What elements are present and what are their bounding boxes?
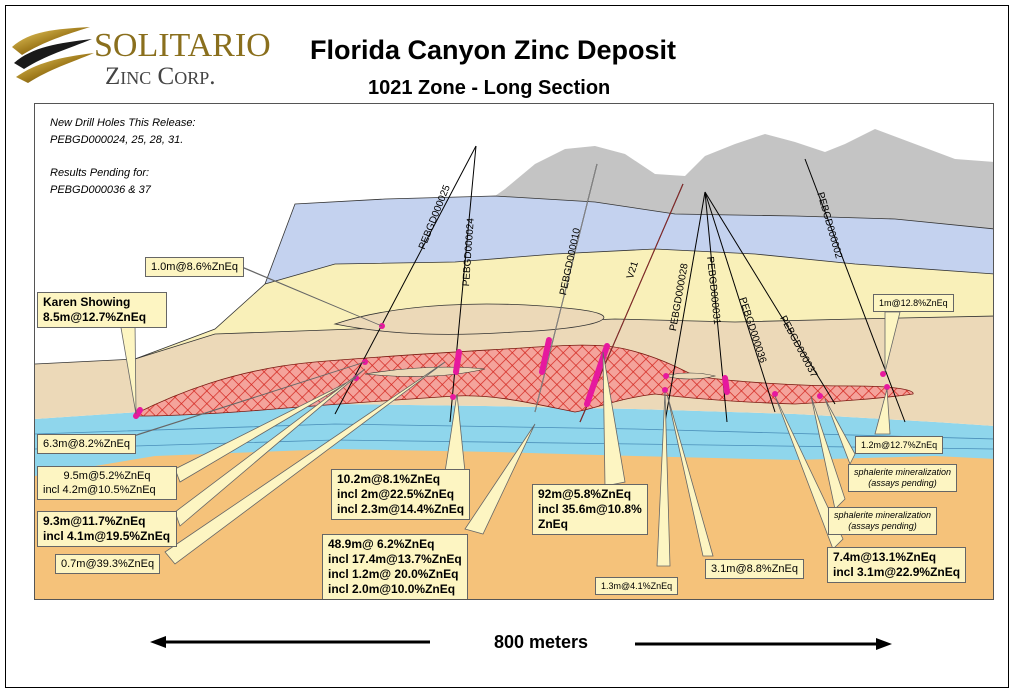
- long-section-diagram: New Drill Holes This Release: PEBGD00002…: [34, 103, 994, 600]
- callout-0-7m: 0.7m@39.3%ZnEq: [55, 554, 161, 574]
- company-logo: SOLITARIO Zinc Corp.: [10, 25, 271, 90]
- callout-7-4m-line1: 7.4m@13.1%ZnEq: [833, 550, 937, 564]
- callout-1-3m: 1.3m@4.1%ZnEq: [595, 577, 679, 595]
- scale-arrow-right-icon: [876, 638, 892, 650]
- callout-9-5m-line2: incl 4.2m@10.5%ZnEq: [43, 484, 156, 496]
- callout-1m-12-8: 1m@12.8%ZnEq: [873, 294, 954, 312]
- logo-word-solitario: SOLITARIO: [94, 27, 271, 64]
- note-pending-list: PEBGD000036 & 37: [50, 184, 151, 196]
- callout-sphalerite-2: sphalerite mineralization (assays pendin…: [828, 507, 938, 535]
- callout-sphalerite-1-line2: (assays pending): [868, 478, 937, 488]
- callout-sphalerite-1-line1: sphalerite mineralization: [854, 467, 952, 477]
- callout-9-3m: 9.3m@11.7%ZnEq incl 4.1m@19.5%ZnEq: [37, 511, 177, 547]
- callout-karen-showing: Karen Showing 8.5m@12.7%ZnEq: [37, 292, 167, 328]
- callout-48-9m-line4: incl 2.0m@10.0%ZnEq: [328, 582, 456, 596]
- callout-7-4m-line2: incl 3.1m@22.9%ZnEq: [833, 565, 961, 579]
- callout-9-5m: 9.5m@5.2%ZnEq incl 4.2m@10.5%ZnEq: [37, 466, 177, 500]
- callout-10-2m-line1: 10.2m@8.1%ZnEq: [337, 472, 441, 486]
- logo-emblem-icon: [12, 27, 94, 83]
- callout-92m-line1: 92m@5.8%ZnEq: [538, 487, 632, 501]
- callout-9-5m-line1: 9.5m@5.2%ZnEq: [63, 470, 151, 482]
- callout-1-2m: 1.2m@12.7%ZnEq: [855, 436, 944, 454]
- geology-layers: [35, 129, 993, 599]
- note-new-holes-title: New Drill Holes This Release:: [50, 117, 196, 129]
- scale-bar: [150, 636, 892, 650]
- note-pending-title: Results Pending for:: [50, 167, 150, 179]
- callout-10-2m-line3: incl 2.3m@14.4%ZnEq: [337, 502, 465, 516]
- callout-10-2m: 10.2m@8.1%ZnEq incl 2m@22.5%ZnEq incl 2.…: [331, 469, 471, 520]
- callout-karen-value: 8.5m@12.7%ZnEq: [43, 310, 147, 324]
- callout-pointers: [119, 258, 901, 567]
- page-title: Florida Canyon Zinc Deposit: [310, 35, 677, 65]
- callout-sphalerite-1: sphalerite mineralization (assays pendin…: [848, 464, 958, 492]
- callout-92m-line2: incl 35.6m@10.8%: [538, 502, 642, 516]
- callout-92m-line3: ZnEq: [538, 517, 568, 531]
- page-frame: [5, 5, 1009, 688]
- page-subtitle: 1021 Zone - Long Section: [368, 77, 611, 99]
- callout-48-9m: 48.9m@ 6.2%ZnEq incl 17.4m@13.7%ZnEq inc…: [322, 534, 468, 599]
- upper-lens: [333, 303, 605, 335]
- callout-sphalerite-2-line1: sphalerite mineralization: [834, 510, 932, 520]
- layer-grey-top: [495, 129, 993, 229]
- callout-48-9m-line1: 48.9m@ 6.2%ZnEq: [328, 537, 435, 551]
- layer-yellow: [135, 249, 993, 359]
- callout-sphalerite-2-line2: (assays pending): [848, 521, 917, 531]
- logo-word-zinc-corp: Zinc Corp.: [105, 63, 216, 90]
- note-new-holes-list: PEBGD000024, 25, 28, 31.: [50, 134, 184, 146]
- callout-48-9m-line2: incl 17.4m@13.7%ZnEq: [328, 552, 462, 566]
- callout-9-3m-line2: incl 4.1m@19.5%ZnEq: [43, 529, 171, 543]
- callout-92m: 92m@5.8%ZnEq incl 35.6m@10.8% ZnEq: [532, 484, 648, 535]
- scale-bar-label: 800 meters: [494, 632, 589, 652]
- callout-1m-8-6: 1.0m@8.6%ZnEq: [145, 257, 244, 277]
- callout-6-3m: 6.3m@8.2%ZnEq: [37, 434, 136, 454]
- callout-7-4m: 7.4m@13.1%ZnEq incl 3.1m@22.9%ZnEq: [827, 547, 967, 583]
- callout-10-2m-line2: incl 2m@22.5%ZnEq: [337, 487, 455, 501]
- callout-9-3m-line1: 9.3m@11.7%ZnEq: [43, 514, 146, 528]
- scale-arrow-left-icon: [150, 636, 166, 648]
- callout-48-9m-line3: incl 1.2m@ 20.0%ZnEq: [328, 567, 459, 581]
- callout-3-1m: 3.1m@8.8%ZnEq: [705, 559, 804, 579]
- callout-karen-title: Karen Showing: [43, 295, 131, 309]
